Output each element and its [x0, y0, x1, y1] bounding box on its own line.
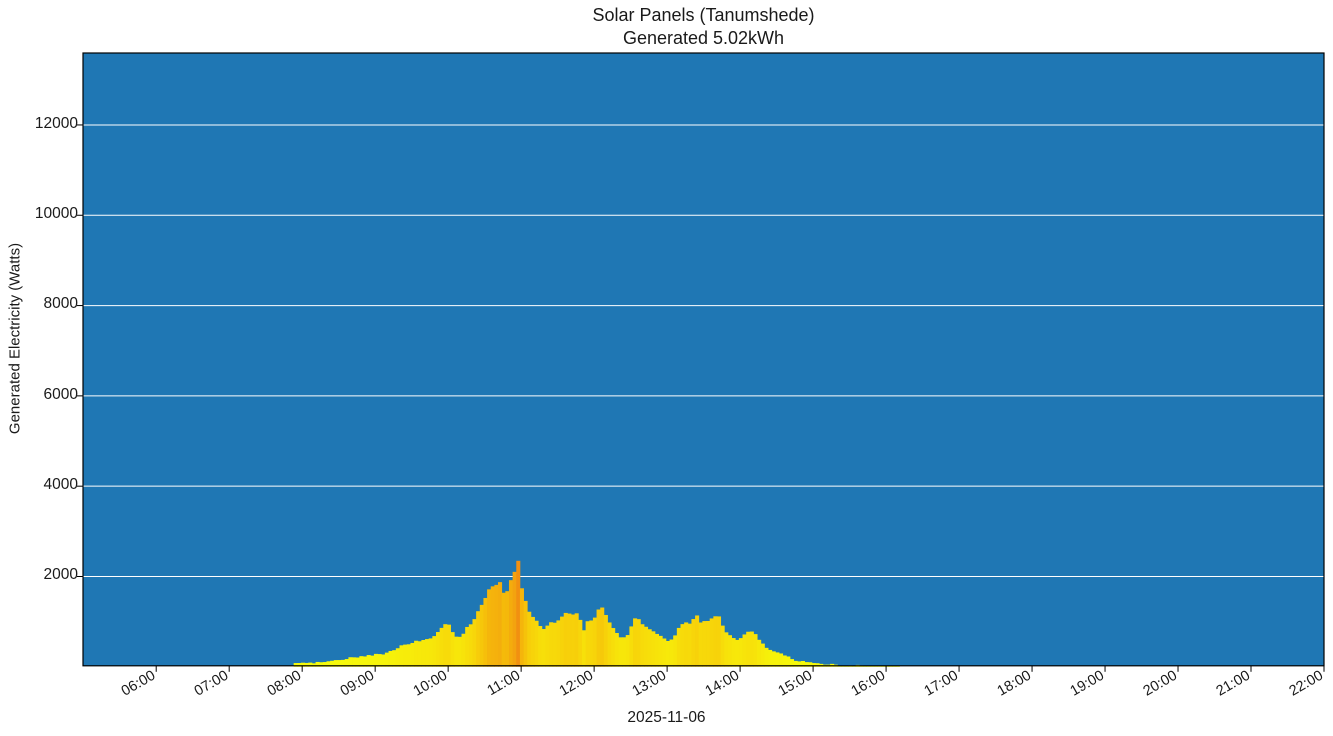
svg-text:06:00: 06:00	[119, 668, 158, 700]
svg-text:19:00: 19:00	[1068, 668, 1107, 700]
svg-text:21:00: 21:00	[1214, 668, 1253, 700]
svg-text:13:00: 13:00	[630, 668, 669, 700]
svg-text:17:00: 17:00	[922, 668, 961, 700]
svg-text:16:00: 16:00	[849, 668, 888, 700]
svg-text:07:00: 07:00	[192, 668, 231, 700]
svg-text:15:00: 15:00	[776, 668, 815, 700]
svg-text:11:00: 11:00	[485, 668, 524, 699]
svg-text:18:00: 18:00	[995, 668, 1034, 700]
svg-text:22:00: 22:00	[1287, 668, 1326, 700]
svg-text:14:00: 14:00	[703, 668, 742, 700]
svg-text:12:00: 12:00	[557, 668, 596, 700]
svg-text:10:00: 10:00	[411, 668, 450, 700]
svg-text:20:00: 20:00	[1141, 668, 1180, 700]
svg-text:09:00: 09:00	[338, 668, 377, 700]
svg-text:08:00: 08:00	[265, 668, 304, 700]
